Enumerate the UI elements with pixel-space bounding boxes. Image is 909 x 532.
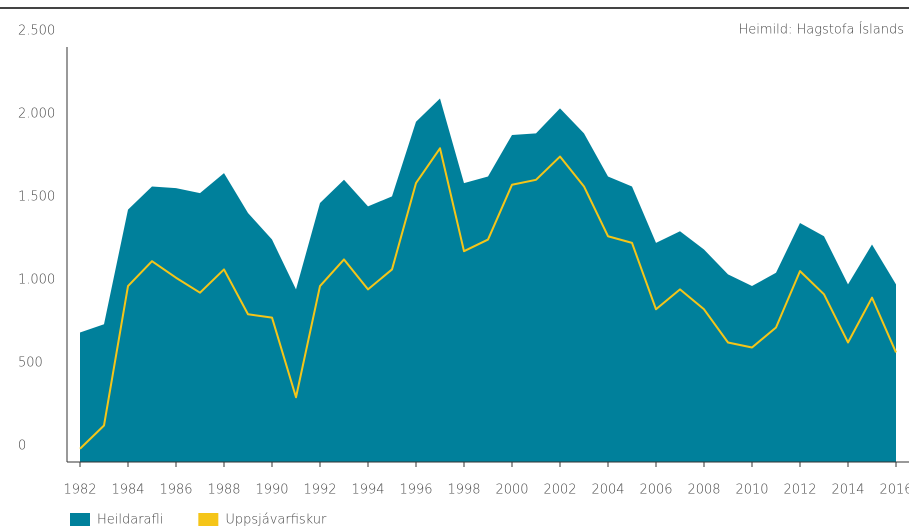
x-tick-label: 2008 bbox=[687, 483, 720, 498]
x-tick-label: 2016 bbox=[879, 483, 909, 498]
x-tick-label: 1988 bbox=[207, 483, 240, 498]
legend-swatch bbox=[198, 513, 219, 526]
x-tick-label: 2014 bbox=[831, 483, 864, 498]
x-tick-label: 2010 bbox=[735, 483, 768, 498]
line bbox=[79, 147, 897, 450]
x-tick-label: 1994 bbox=[351, 483, 384, 498]
x-tick-label: 1982 bbox=[63, 483, 96, 498]
legend-swatch bbox=[70, 513, 90, 526]
x-tick-label: 2006 bbox=[639, 483, 672, 498]
legend-label: Heildarafli bbox=[97, 513, 163, 528]
x-tick-label: 1996 bbox=[399, 483, 432, 498]
x-tick-label: 2002 bbox=[543, 483, 576, 498]
area bbox=[80, 98, 896, 463]
x-tick-label: 1990 bbox=[255, 483, 288, 498]
x-tick-label: 2012 bbox=[783, 483, 816, 498]
x-tick-label: 2000 bbox=[495, 483, 528, 498]
y-tick-label: 0 bbox=[18, 439, 26, 454]
y-tick-label: 2.500 bbox=[18, 24, 55, 39]
y-tick-label: 2.000 bbox=[18, 107, 55, 122]
source: Heimild: Hagstofa Íslands bbox=[738, 22, 904, 38]
x-tick-label: 1986 bbox=[159, 483, 192, 498]
x-tick-label: 1998 bbox=[447, 483, 480, 498]
x-tick-label: 2004 bbox=[591, 483, 624, 498]
y-tick-label: 500 bbox=[18, 356, 43, 371]
y-tick-label: 1.500 bbox=[18, 190, 55, 205]
x-tick-label: 1984 bbox=[111, 483, 144, 498]
y-tick-label: 1.000 bbox=[18, 273, 55, 288]
legend-label: Uppsjávarfiskur bbox=[225, 513, 327, 528]
x-tick-label: 1992 bbox=[303, 483, 336, 498]
